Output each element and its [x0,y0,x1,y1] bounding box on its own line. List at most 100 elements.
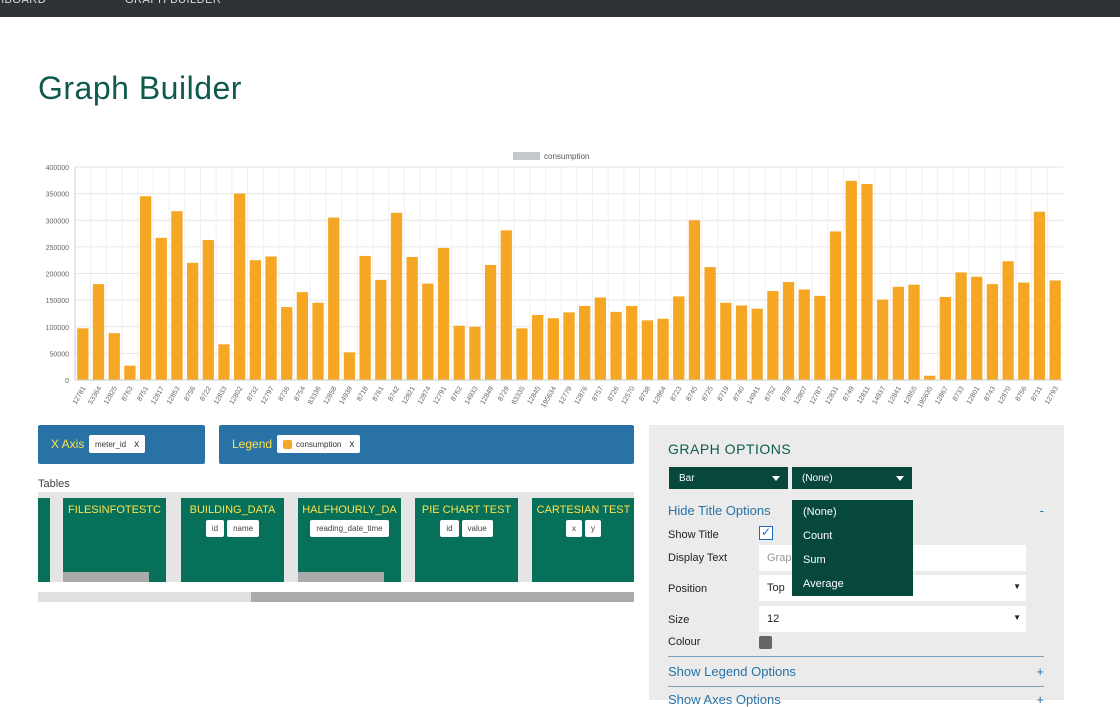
x-tick-label: 12787 [809,385,825,405]
x-tick-label: 12807 [793,385,809,405]
bar [688,220,701,380]
x-tick-label: 83336 [307,385,323,405]
size-select[interactable]: 12 ▼ [759,606,1026,632]
x-tick-label: 8731 [1030,385,1044,402]
x-tick-label: 8729 [497,385,511,402]
x-tick-label: 12864 [652,385,668,405]
bar [406,256,418,380]
field-chip[interactable]: x [566,520,582,537]
scrollbar[interactable] [38,592,634,602]
x-tick-label: 14933 [464,385,480,405]
x-tick-label: 8745 [685,385,699,402]
section-toggle[interactable]: + [1036,664,1044,679]
chip-remove[interactable]: x [349,438,355,450]
show-title-checkbox[interactable]: ✓ [759,525,773,540]
bar [281,307,293,380]
bar [218,344,230,380]
bar [924,375,936,380]
y-tick-label: 200000 [46,272,69,279]
dropdown-option[interactable]: Count [803,530,833,542]
colour-swatch[interactable] [759,636,772,649]
show-title-label: Show Title [668,529,719,541]
bar [139,196,152,380]
x-tick-label: 8736 [278,385,292,402]
bar [422,283,434,380]
legend-label: Legend [232,437,273,451]
table-card[interactable]: FILESINFOTESTC [63,498,166,582]
x-tick-label: 12845 [527,385,543,405]
field-chip[interactable]: name [227,520,260,537]
chart-type-select[interactable]: Bar [669,467,788,489]
bar [500,230,512,380]
dropdown-option[interactable]: Average [803,578,844,590]
x-tick-label: 195634 [540,385,558,409]
title-section[interactable]: Hide Title Options - [668,503,1044,518]
legend-box: Legend consumption x [219,425,634,464]
bar [171,211,183,380]
x-tick-label: 12797 [260,385,276,405]
legend-section[interactable]: Show Legend Options + [668,664,1044,679]
table-card[interactable]: HALFHOURLY_DA reading_date_time [298,498,401,582]
chip-swatch [283,439,292,449]
bar [92,284,105,380]
dropdown-option[interactable]: Sum [803,554,826,566]
x-axis-box: X Axis meter_id x [38,425,205,464]
bar [720,302,732,380]
x-axis-label: X Axis [51,437,85,451]
bar [657,318,669,380]
scroll-thumb[interactable] [251,592,634,602]
bar [845,180,857,380]
aggregate-select[interactable]: (None) [792,467,912,489]
bar [1002,261,1014,380]
select-value: Top [767,582,785,594]
bar [249,260,261,380]
field-chip[interactable]: value [461,520,493,537]
table-card[interactable]: Y [38,498,50,582]
x-tick-label: 8757 [591,385,605,402]
x-tick-label: 12833 [213,385,229,405]
table-name: Y [38,504,50,516]
section-toggle[interactable]: - [1039,503,1044,518]
bar [469,326,481,380]
field-chip[interactable]: reading_date_time [310,520,389,537]
field-chip[interactable]: id [205,520,225,537]
x-tick-label: 14937 [872,385,888,405]
x-tick-label: 12870 [997,385,1013,405]
x-tick-label: 12874 [417,385,433,405]
table-card[interactable]: PIE CHART TEST id value [415,498,518,582]
x-tick-label: 8725 [701,385,715,402]
nav-item[interactable]: DASHBOARD [0,0,47,6]
bar [1033,211,1046,380]
table-card[interactable]: BUILDING_DATA id name [181,498,284,582]
nav-item[interactable]: GRAPH BUILDER [125,0,222,6]
x-tick-label: 12855 [903,385,919,405]
y-tick-label: 300000 [46,218,69,225]
chip-remove[interactable]: x [134,438,140,450]
x-tick-label: 12825 [103,385,119,405]
x-axis-chip[interactable]: meter_id x [89,435,146,453]
field-chip[interactable]: y [585,520,601,537]
bar [626,305,638,380]
size-label: Size [668,614,690,626]
dropdown-option[interactable]: (None) [803,506,837,518]
y-tick-label: 250000 [46,245,69,252]
bar [437,247,450,380]
x-tick-label: 8759 [779,385,793,402]
display-text-label: Display Text [668,552,728,564]
bar [563,312,575,380]
field-chip[interactable]: id [440,520,459,537]
x-tick-label: 12793 [1044,385,1060,405]
bar [202,239,214,380]
x-tick-label: 12779 [558,385,574,405]
table-card[interactable]: CARTESIAN TEST x y [532,498,634,582]
x-tick-label: 8732 [246,385,260,402]
table-fields: id name [181,520,284,537]
x-tick-label: 53364 [87,385,103,405]
divider [668,656,1044,657]
bar [547,318,559,380]
bar [908,284,920,380]
chip-text: meter_id [95,439,127,449]
legend-chip[interactable]: consumption x [277,435,361,453]
x-tick-label: 8752 [764,385,778,402]
